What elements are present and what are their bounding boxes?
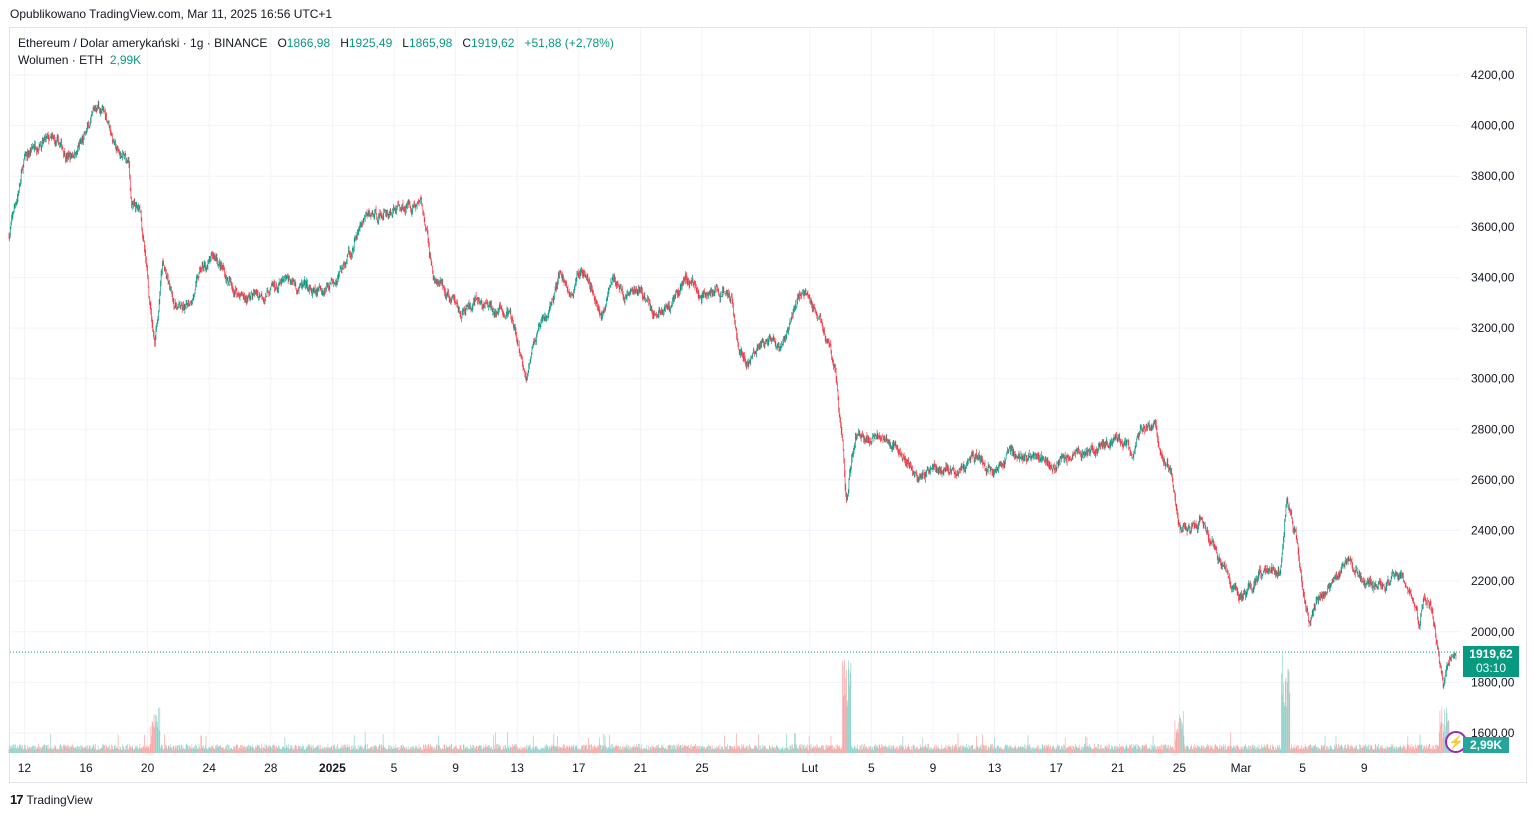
y-tick-label: 3000,00 bbox=[1471, 372, 1515, 386]
volume-value: 2,99K bbox=[109, 53, 142, 67]
chart-legend: Ethereum / Dolar amerykański · 1g · BINA… bbox=[18, 35, 614, 69]
x-tick-label: 21 bbox=[1111, 761, 1125, 775]
x-tick-label: 13 bbox=[511, 761, 525, 775]
published-caption: Opublikowano TradingView.com, Mar 11, 20… bbox=[10, 7, 333, 21]
x-tick-label: 25 bbox=[695, 761, 709, 775]
tradingview-logo[interactable]: 17 TradingView bbox=[10, 792, 93, 807]
tv-logo-icon: 17 bbox=[10, 792, 24, 807]
chart-frame bbox=[9, 27, 1527, 783]
volume-bars bbox=[8, 653, 1457, 753]
x-tick-label: 12 bbox=[18, 761, 32, 775]
x-tick-label: 21 bbox=[634, 761, 648, 775]
candles bbox=[8, 100, 1457, 690]
bar-countdown: 03:10 bbox=[1475, 661, 1507, 675]
last-price-label: 1919,62 03:10 bbox=[1463, 646, 1519, 677]
y-tick-label: 2800,00 bbox=[1471, 422, 1515, 436]
symbol-title[interactable]: Ethereum / Dolar amerykański · 1g · BINA… bbox=[18, 36, 268, 50]
x-tick-label: 9 bbox=[930, 761, 937, 775]
last-price: 1919,62 bbox=[1469, 647, 1513, 661]
y-tick-label: 1800,00 bbox=[1471, 675, 1515, 689]
y-tick-label: 2200,00 bbox=[1471, 574, 1515, 588]
x-tick-label: 24 bbox=[203, 761, 217, 775]
y-tick-label: 3400,00 bbox=[1471, 270, 1515, 284]
x-tick-label: 5 bbox=[1299, 761, 1306, 775]
close-label: C bbox=[462, 36, 472, 50]
low-label: L bbox=[402, 36, 409, 50]
x-tick-label: 28 bbox=[264, 761, 278, 775]
x-tick-label: Lut bbox=[801, 761, 818, 775]
y-tick-label: 3800,00 bbox=[1471, 169, 1515, 183]
time-axis: 12 16 20 24 28 2025 5 9 13 17 21 25 Lut 5 9 13 17 21 25 Mar… bbox=[18, 761, 1368, 775]
x-tick-label: Mar bbox=[1231, 761, 1252, 775]
y-tick-label: 2600,00 bbox=[1471, 473, 1515, 487]
y-tick-label: 3600,00 bbox=[1471, 220, 1515, 234]
close-value: 1919,62 bbox=[471, 36, 515, 50]
x-tick-label: 25 bbox=[1173, 761, 1187, 775]
x-tick-label: 9 bbox=[452, 761, 459, 775]
y-tick-label: 2000,00 bbox=[1471, 625, 1515, 639]
x-tick-label: 20 bbox=[141, 761, 155, 775]
high-value: 1925,49 bbox=[348, 36, 393, 50]
x-tick-label: 17 bbox=[572, 761, 586, 775]
high-label: H bbox=[340, 36, 349, 50]
brand-name: TradingView bbox=[26, 792, 93, 807]
grid bbox=[10, 28, 1460, 755]
change-value: +51,88 (+2,78%) bbox=[524, 36, 614, 50]
y-tick-label: 2400,00 bbox=[1471, 524, 1515, 538]
open-value: 1866,98 bbox=[286, 36, 331, 50]
y-tick-label: 4000,00 bbox=[1471, 119, 1515, 133]
x-tick-label: 13 bbox=[988, 761, 1002, 775]
x-tick-label: 9 bbox=[1361, 761, 1368, 775]
low-value: 1865,98 bbox=[408, 36, 453, 50]
x-tick-label: 17 bbox=[1050, 761, 1064, 775]
x-tick-label: 16 bbox=[79, 761, 93, 775]
price-axis: 1600,00 1800,00 2000,00 2200,00 2400,00 2600,… bbox=[1471, 68, 1515, 740]
y-tick-label: 1600,00 bbox=[1471, 726, 1515, 740]
x-tick-label: 2025 bbox=[319, 761, 346, 775]
volume-title[interactable]: Wolumen · ETH bbox=[18, 53, 104, 67]
y-tick-label: 4200,00 bbox=[1471, 68, 1515, 82]
volume-price-label: 2,99K bbox=[1463, 737, 1509, 753]
x-tick-label: 5 bbox=[868, 761, 875, 775]
x-tick-label: 5 bbox=[391, 761, 398, 775]
y-tick-label: 3200,00 bbox=[1471, 321, 1515, 335]
open-label: O bbox=[277, 36, 287, 50]
